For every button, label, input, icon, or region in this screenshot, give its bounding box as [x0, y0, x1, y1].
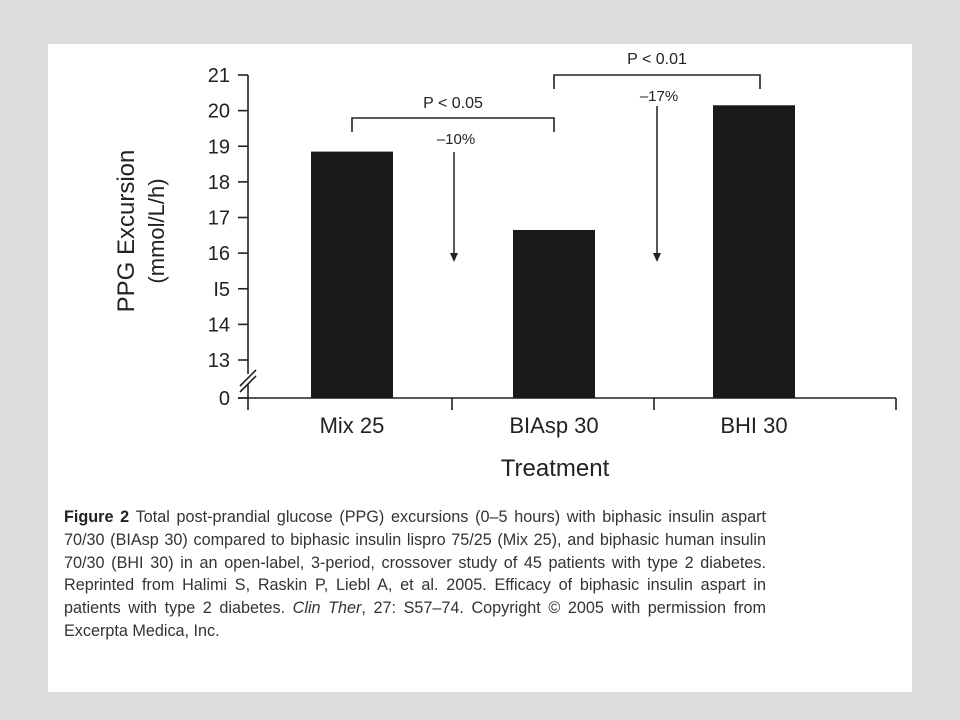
caption-text: Total post-prandial glucose (PPG) excurs…: [64, 508, 766, 618]
change-arrow-head: [450, 253, 458, 262]
caption-text-end: , 27: S57–74. Copyright © 2005 with perm…: [64, 599, 766, 640]
figure-panel: 0 13 14 I5 16 17 18 19 20 21 Mix 25 BIAsp 30 BHI 30 T…: [48, 44, 912, 692]
figure-caption: Figure 2 Total post-prandial glucose (PP…: [64, 506, 766, 643]
x-axis-label: Treatment: [501, 455, 610, 482]
y-tick-label: 21: [208, 65, 230, 87]
y-tick-label: 0: [219, 388, 230, 410]
y-tick-label: 13: [208, 350, 230, 372]
y-tick-label: 20: [208, 101, 230, 123]
x-tick-label: BHI 30: [720, 413, 787, 438]
y-tick-label: 17: [208, 208, 230, 230]
comparison-bracket: [553, 74, 761, 89]
bar: [513, 229, 595, 398]
p-value-label: P < 0.01: [627, 51, 687, 68]
x-tick-label: Mix 25: [320, 413, 385, 438]
y-tick-label: 18: [208, 172, 230, 194]
change-arrow-head: [653, 253, 661, 262]
y-tick-label: 14: [208, 314, 230, 336]
bar: [713, 105, 795, 398]
y-axis-label: PPG Excursion: [113, 150, 140, 313]
caption-journal: Clin Ther: [292, 599, 362, 618]
percent-change-label: –10%: [437, 131, 475, 148]
y-tick-label: 16: [208, 243, 230, 265]
bar: [311, 151, 393, 398]
bar-chart: 0 13 14 I5 16 17 18 19 20 21 Mix 25 BIAsp 30 BHI 30 T…: [113, 51, 897, 482]
caption-label: Figure 2: [64, 508, 130, 526]
axis-break-mark: [239, 369, 257, 387]
x-tick-label: BIAsp 30: [509, 413, 598, 438]
y-tick-label: 19: [208, 136, 230, 158]
axis-break-mark: [239, 375, 257, 393]
p-value-label: P < 0.05: [423, 95, 483, 112]
percent-change-label: –17%: [640, 88, 678, 105]
y-axis-label-unit: (mmol/L/h): [144, 178, 169, 283]
y-tick-label: I5: [213, 279, 230, 301]
comparison-bracket: [351, 117, 555, 132]
